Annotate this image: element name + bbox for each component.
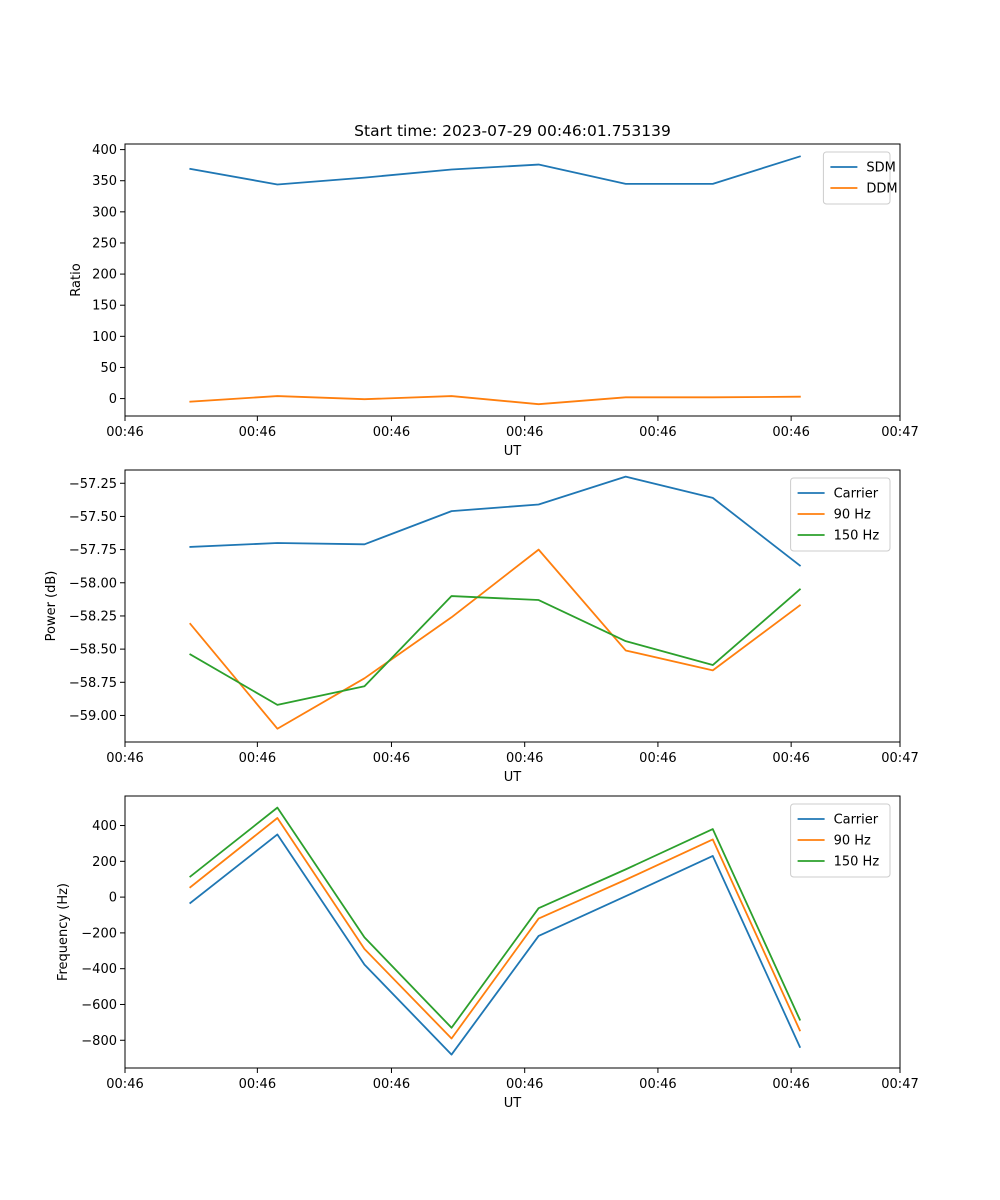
y-tick-label: −58.25	[69, 609, 117, 624]
y-tick-label: −57.75	[69, 543, 117, 558]
axes-frame	[124, 469, 901, 743]
x-tick-label: 00:46	[639, 751, 676, 766]
y-tick-label: −800	[81, 1034, 117, 1049]
y-tick-label: −57.25	[69, 477, 117, 492]
x-tick-label: 00:46	[239, 751, 276, 766]
y-axis-label: Ratio	[69, 263, 84, 296]
y-tick-label: 150	[92, 299, 117, 314]
x-axis-label: UT	[504, 444, 522, 459]
legend-box	[790, 477, 891, 552]
y-tick-label: 200	[92, 855, 117, 870]
y-tick-label: −200	[81, 926, 117, 941]
x-tick-label: 00:46	[772, 425, 809, 440]
legend-label: 150 Hz	[834, 529, 880, 544]
y-tick-label: 0	[109, 392, 117, 407]
chart-panel-1: Start time: 2023-07-29 00:46:01.75313900…	[69, 122, 919, 459]
chart-panel-3: 00:46 00:46 00:46 00:46 00:46 00:46 00:47 −800 −…	[56, 795, 919, 1111]
series-line-ddm	[189, 395, 801, 406]
x-tick-label: 00:46	[506, 751, 543, 766]
legend-label: DDM	[866, 182, 897, 197]
series-line-carrier	[189, 475, 802, 567]
y-tick-label: 0	[109, 891, 117, 906]
legend-box	[790, 803, 891, 878]
y-tick-label: 350	[92, 174, 117, 189]
x-tick-label: 00:46	[772, 751, 809, 766]
legend-label: 150 Hz	[834, 855, 880, 870]
legend-label: Carrier	[834, 487, 879, 502]
series-line-90-hz	[189, 817, 802, 1040]
x-tick-label: 00:46	[373, 751, 410, 766]
x-tick-label: 00:46	[239, 425, 276, 440]
x-tick-label: 00:47	[881, 1077, 918, 1092]
series-line-carrier	[189, 833, 802, 1056]
x-axis-label: UT	[504, 1096, 522, 1111]
y-tick-label: −400	[81, 962, 117, 977]
legend-label: SDM	[866, 161, 895, 176]
series-line-sdm	[189, 155, 801, 186]
y-tick-label: 400	[92, 143, 117, 158]
x-tick-label: 00:46	[772, 1077, 809, 1092]
y-tick-label: −58.75	[69, 676, 117, 691]
y-tick-label: −600	[81, 998, 117, 1013]
x-tick-label: 00:46	[106, 751, 143, 766]
series-line-150-hz	[189, 806, 802, 1029]
y-tick-label: −57.50	[69, 510, 117, 525]
x-tick-label: 00:46	[106, 425, 143, 440]
y-tick-label: 300	[92, 205, 117, 220]
x-axis-label: UT	[504, 770, 522, 785]
x-tick-label: 00:47	[881, 751, 918, 766]
y-axis-label: Power (dB)	[44, 571, 59, 642]
y-axis-label: Frequency (Hz)	[56, 883, 71, 981]
chart-panel-2: 00:46 00:46 00:46 00:46 00:46 00:46 00:47 −59.0…	[44, 469, 919, 785]
chart-title: Start time: 2023-07-29 00:46:01.753139	[354, 122, 671, 140]
x-tick-label: 00:46	[506, 1077, 543, 1092]
y-tick-label: 250	[92, 236, 117, 251]
x-tick-label: 00:46	[639, 1077, 676, 1092]
axes-frame	[124, 143, 901, 417]
x-tick-label: 00:47	[881, 425, 918, 440]
legend-label: 90 Hz	[834, 508, 871, 523]
x-tick-label: 00:46	[106, 1077, 143, 1092]
y-tick-label: −58.00	[69, 576, 117, 591]
x-tick-label: 00:46	[373, 1077, 410, 1092]
axes-frame	[124, 795, 901, 1069]
x-tick-label: 00:46	[639, 425, 676, 440]
y-tick-label: −58.50	[69, 643, 117, 658]
x-tick-label: 00:46	[373, 425, 410, 440]
y-tick-label: −59.00	[69, 709, 117, 724]
x-tick-label: 00:46	[506, 425, 543, 440]
legend: Carrier 90 Hz 150 Hz	[790, 803, 891, 878]
y-tick-label: 100	[92, 330, 117, 345]
series-line-90-hz	[189, 548, 802, 730]
legend-box	[822, 151, 891, 205]
legend: Carrier 90 Hz 150 Hz	[790, 477, 891, 552]
legend-label: Carrier	[834, 813, 879, 828]
series-line-150-hz	[189, 588, 802, 706]
y-tick-label: 50	[100, 361, 117, 376]
y-tick-label: 200	[92, 268, 117, 283]
legend: SDM DDM	[822, 151, 898, 205]
legend-label: 90 Hz	[834, 834, 871, 849]
x-tick-label: 00:46	[239, 1077, 276, 1092]
y-tick-label: 400	[92, 819, 117, 834]
